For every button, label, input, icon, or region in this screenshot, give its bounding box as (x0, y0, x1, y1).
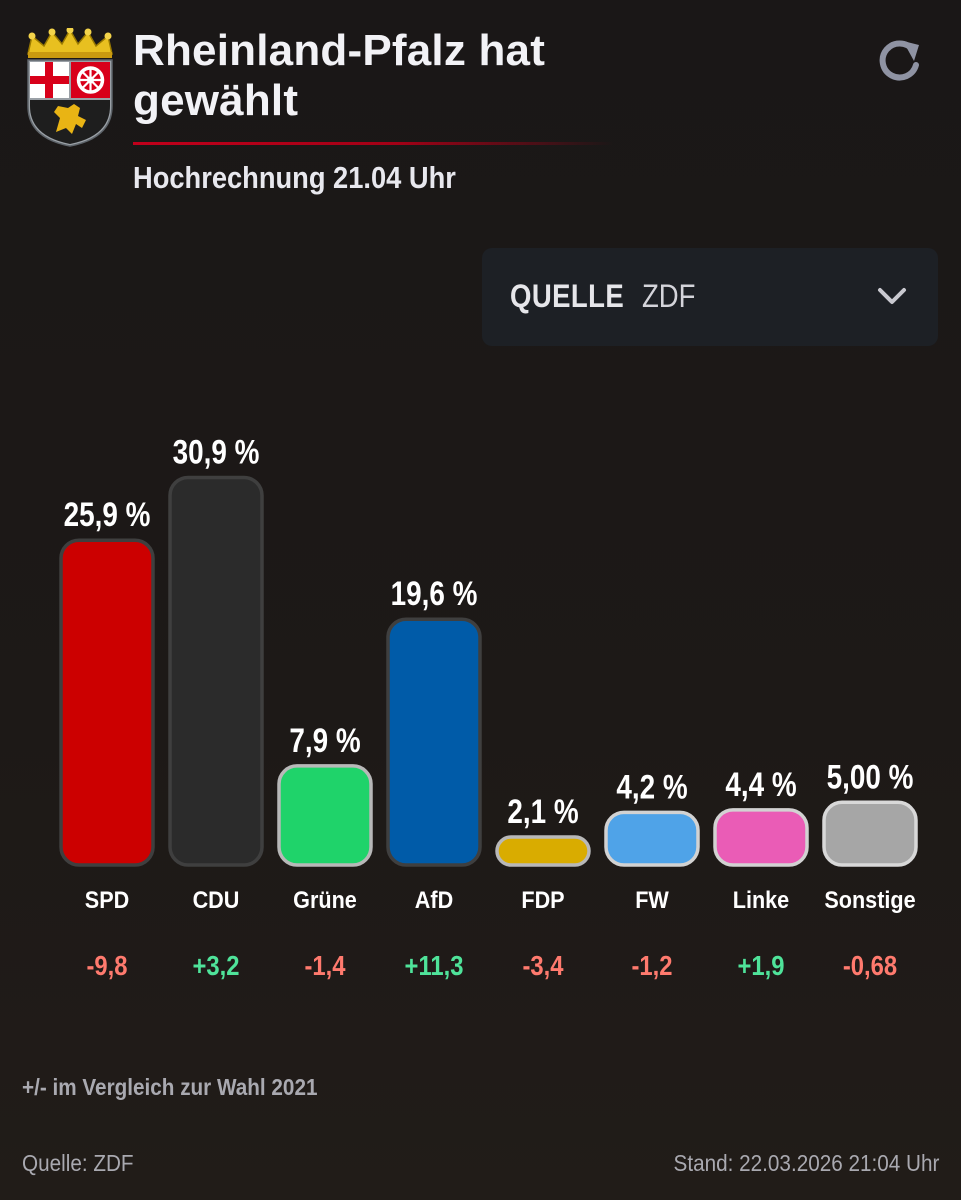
change-label-sonstige: -0,68 (843, 949, 897, 981)
category-label-afd: AfD (415, 886, 453, 913)
header: Rheinland-Pfalz hat gewählt Hochrechnung… (0, 0, 961, 220)
source-label: QUELLE (510, 278, 625, 314)
refresh-icon[interactable] (870, 33, 926, 89)
category-label-fw: FW (635, 886, 669, 913)
bar-afd (386, 617, 482, 867)
category-label-spd: SPD (85, 886, 129, 913)
bar-linke (713, 808, 809, 867)
page-subtitle: Hochrechnung 21.04 Uhr (133, 160, 456, 195)
rheinland-pfalz-coat-of-arms-icon (27, 28, 113, 147)
category-label-sonstige: Sonstige (824, 886, 915, 913)
category-label-cdu: CDU (193, 886, 240, 913)
footer-timestamp: Stand: 22.03.2026 21:04 Uhr (673, 1150, 939, 1176)
results-bar-chart: 25,9 % SPD -9,8 30,9 % CDU +3,2 7,9 % Grüne -1,4… (59, 433, 918, 981)
source-dropdown[interactable]: QUELLE ZDF (482, 248, 938, 346)
bar-sonstige (822, 800, 918, 867)
bar-spd (59, 538, 155, 867)
value-label-grüne: 7,9 % (289, 721, 360, 759)
value-label-sonstige: 5,00 % (827, 758, 914, 796)
change-label-cdu: +3,2 (193, 949, 240, 981)
comparison-footnote: +/- im Vergleich zur Wahl 2021 (22, 1074, 318, 1100)
value-label-linke: 4,4 % (725, 765, 796, 803)
title-line-2: gewählt (133, 76, 299, 125)
change-label-grüne: -1,4 (305, 949, 346, 981)
category-label-linke: Linke (733, 886, 789, 913)
value-label-afd: 19,6 % (391, 575, 478, 613)
value-label-fdp: 2,1 % (507, 792, 578, 830)
change-label-afd: +11,3 (405, 949, 464, 981)
value-label-fw: 4,2 % (616, 768, 687, 806)
page-title: Rheinland-Pfalz hat gewählt (133, 26, 773, 126)
bar-fw (604, 810, 700, 867)
change-label-fdp: -3,4 (523, 949, 564, 981)
title-underline (133, 142, 613, 145)
change-label-spd: -9,8 (87, 949, 128, 981)
category-label-fdp: FDP (521, 886, 564, 913)
change-label-fw: -1,2 (632, 949, 673, 981)
change-label-linke: +1,9 (738, 949, 785, 981)
bar-fdp (495, 835, 591, 867)
chevron-down-icon (878, 288, 906, 304)
bar-cdu (168, 475, 264, 867)
bar-grüne (277, 764, 373, 867)
value-label-cdu: 30,9 % (173, 433, 260, 471)
source-value: ZDF (642, 278, 696, 314)
footer-source: Quelle: ZDF (22, 1150, 134, 1176)
category-label-grüne: Grüne (293, 886, 357, 913)
title-line-1: Rheinland-Pfalz hat (133, 26, 546, 75)
value-label-spd: 25,9 % (64, 496, 151, 534)
